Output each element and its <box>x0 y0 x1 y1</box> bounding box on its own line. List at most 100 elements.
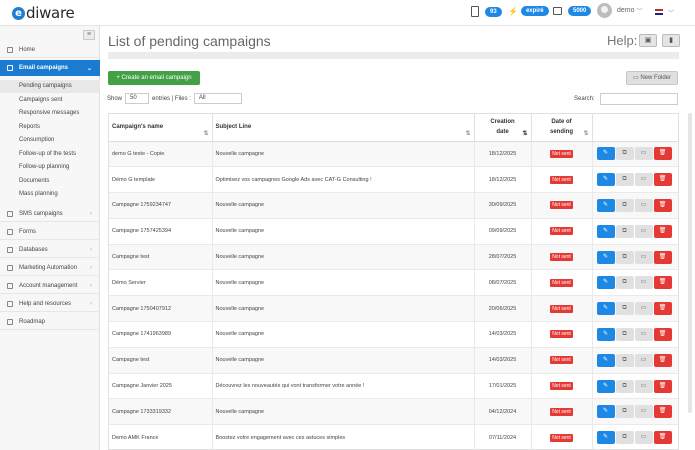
column-header-sending[interactable]: Date of sending ⇅ <box>531 114 593 142</box>
sidebar-subitem-responsive[interactable]: Responsive messages <box>19 110 80 116</box>
edit-button[interactable]: ✎ <box>596 224 615 238</box>
move-to-folder-button[interactable]: ▭ <box>634 250 653 264</box>
duplicate-button[interactable]: ⧉ <box>615 353 634 367</box>
sidebar-item-account[interactable]: Account management › <box>0 278 100 294</box>
duplicate-button[interactable]: ⧉ <box>615 431 634 445</box>
phone-credits[interactable]: 93 <box>471 6 502 17</box>
column-header-name[interactable]: Campaign's name ⇅ <box>109 114 213 142</box>
help-doc-button[interactable]: ▮ <box>662 34 680 47</box>
campaign-name-cell[interactable]: demo G texte - Copie <box>109 141 213 168</box>
user-menu[interactable]: demo ﹀ <box>597 3 643 18</box>
edit-button[interactable]: ✎ <box>596 327 615 341</box>
move-to-folder-button[interactable]: ▭ <box>634 379 653 393</box>
move-to-folder-button[interactable]: ▭ <box>634 405 653 419</box>
move-to-folder-button[interactable]: ▭ <box>634 224 653 238</box>
move-to-folder-button[interactable]: ▭ <box>634 198 653 212</box>
sidebar-item-automation[interactable]: Marketing Automation › <box>0 260 100 276</box>
edit-button[interactable]: ✎ <box>596 431 615 445</box>
delete-button[interactable]: 🗑 <box>653 353 672 367</box>
edit-button[interactable]: ✎ <box>596 147 615 161</box>
duplicate-button[interactable]: ⧉ <box>615 147 634 161</box>
column-header-creation[interactable]: Creation date ⇅ <box>474 114 532 142</box>
campaign-name-cell[interactable]: Campagne 1733319332 <box>109 398 213 426</box>
move-to-folder-button[interactable]: ▭ <box>634 431 653 445</box>
delete-button[interactable]: 🗑 <box>653 405 672 419</box>
entries-select[interactable]: 50 <box>125 93 150 104</box>
move-to-folder-button[interactable]: ▭ <box>634 173 653 187</box>
edit-button[interactable]: ✎ <box>596 173 615 187</box>
sidebar-subitem-documents[interactable]: Documents <box>19 177 50 184</box>
email-credits[interactable]: 5000 <box>553 6 592 16</box>
sidebar-item-home[interactable]: Home <box>0 42 100 58</box>
logo[interactable]: e diware <box>12 4 75 22</box>
chevron-down-icon[interactable]: ﹀ <box>668 11 675 17</box>
campaign-name-cell[interactable]: Campagne 1750407912 <box>109 295 213 323</box>
sidebar-item-roadmap[interactable]: Roadmap <box>0 314 100 330</box>
campaign-name-cell[interactable]: Demo AMK France <box>109 424 213 449</box>
sidebar-subitem-reports[interactable]: Reports <box>19 123 41 130</box>
delete-button[interactable]: 🗑 <box>653 250 672 264</box>
delete-button[interactable]: 🗑 <box>653 379 672 393</box>
flash-credits[interactable]: ⚡ expiré <box>508 6 549 16</box>
sidebar-item-email-campaigns[interactable]: Email campaigns ⌄ <box>0 60 100 76</box>
create-campaign-button[interactable]: + Create an email campaign <box>108 71 200 85</box>
move-to-folder-button[interactable]: ▭ <box>634 276 653 290</box>
edit-button[interactable]: ✎ <box>596 353 615 367</box>
duplicate-button[interactable]: ⧉ <box>615 276 634 290</box>
sidebar-item-forms[interactable]: Forms <box>0 224 100 240</box>
duplicate-button[interactable]: ⧉ <box>615 302 634 316</box>
duplicate-button[interactable]: ⧉ <box>615 173 634 187</box>
sidebar-item-help[interactable]: Help and resources › <box>0 296 100 312</box>
new-folder-button[interactable]: ▭ New Folder <box>626 71 678 85</box>
flag-icon[interactable] <box>655 9 663 15</box>
sidebar-item-databases[interactable]: Databases › <box>0 242 100 258</box>
edit-button[interactable]: ✎ <box>596 379 615 393</box>
campaign-name-cell[interactable]: Démo G template <box>109 166 213 194</box>
column-header-subject[interactable]: Subject Line ⇅ <box>212 114 475 142</box>
move-to-folder-button[interactable]: ▭ <box>634 147 653 161</box>
sidebar-item-sms[interactable]: SMS campaigns › <box>0 206 100 222</box>
delete-button[interactable]: 🗑 <box>653 431 672 445</box>
delete-button[interactable]: 🗑 <box>653 173 672 187</box>
sidebar-toggle-button[interactable]: ≡ <box>83 30 95 40</box>
sidebar-subitem-consumption[interactable]: Consumption <box>19 137 55 143</box>
help-video-button[interactable]: ▣ <box>639 34 657 47</box>
delete-button[interactable]: 🗑 <box>653 224 672 238</box>
sidebar-subitem-sent[interactable]: Campaigns sent <box>19 96 63 103</box>
duplicate-button[interactable]: ⧉ <box>615 405 634 419</box>
delete-button[interactable]: 🗑 <box>653 302 672 316</box>
edit-button[interactable]: ✎ <box>596 276 615 290</box>
sidebar-subitem-planning[interactable]: Follow-up planning <box>19 164 70 170</box>
delete-button[interactable]: 🗑 <box>653 147 672 161</box>
sidebar-subitem-pending[interactable]: Pending campaigns <box>0 80 100 93</box>
move-to-folder-button[interactable]: ▭ <box>634 353 653 367</box>
duplicate-button[interactable]: ⧉ <box>615 224 634 238</box>
delete-button[interactable]: 🗑 <box>653 327 672 341</box>
delete-button[interactable]: 🗑 <box>653 276 672 290</box>
duplicate-button[interactable]: ⧉ <box>615 250 634 264</box>
duplicate-button[interactable]: ⧉ <box>615 198 634 212</box>
campaign-name-cell[interactable]: Campagne 1757425394 <box>109 218 213 245</box>
campaign-name-cell[interactable]: Campagne test <box>109 347 213 374</box>
delete-button[interactable]: 🗑 <box>653 198 672 212</box>
campaign-name-cell[interactable]: Campagne Janvier 2025 <box>109 373 213 400</box>
files-select[interactable]: All <box>193 93 242 104</box>
edit-button[interactable]: ✎ <box>596 405 615 419</box>
move-to-folder-button[interactable]: ▭ <box>634 302 653 316</box>
duplicate-button[interactable]: ⧉ <box>615 379 634 393</box>
sidebar-subitem-mass-planning[interactable]: Mass planning <box>19 191 58 197</box>
edit-button[interactable]: ✎ <box>596 250 615 264</box>
campaign-name-cell[interactable]: Campagne 1741963989 <box>109 321 213 348</box>
page-scrollbar[interactable] <box>688 113 692 413</box>
edit-button[interactable]: ✎ <box>596 302 615 316</box>
column-label: Subject Line <box>215 124 252 131</box>
search-input[interactable] <box>600 93 678 105</box>
campaign-name-cell[interactable]: Démo Servier <box>109 269 213 297</box>
campaign-name-cell[interactable]: Campagne 1759234747 <box>109 192 213 219</box>
edit-button[interactable]: ✎ <box>596 198 615 212</box>
campaign-name-cell[interactable]: Campagne test <box>109 244 213 271</box>
duplicate-button[interactable]: ⧉ <box>615 327 634 341</box>
creation-date-cell: 08/07/2025 <box>474 269 532 297</box>
move-to-folder-button[interactable]: ▭ <box>634 327 653 341</box>
sidebar-subitem-tests[interactable]: Follow-up of the tests <box>19 150 77 157</box>
